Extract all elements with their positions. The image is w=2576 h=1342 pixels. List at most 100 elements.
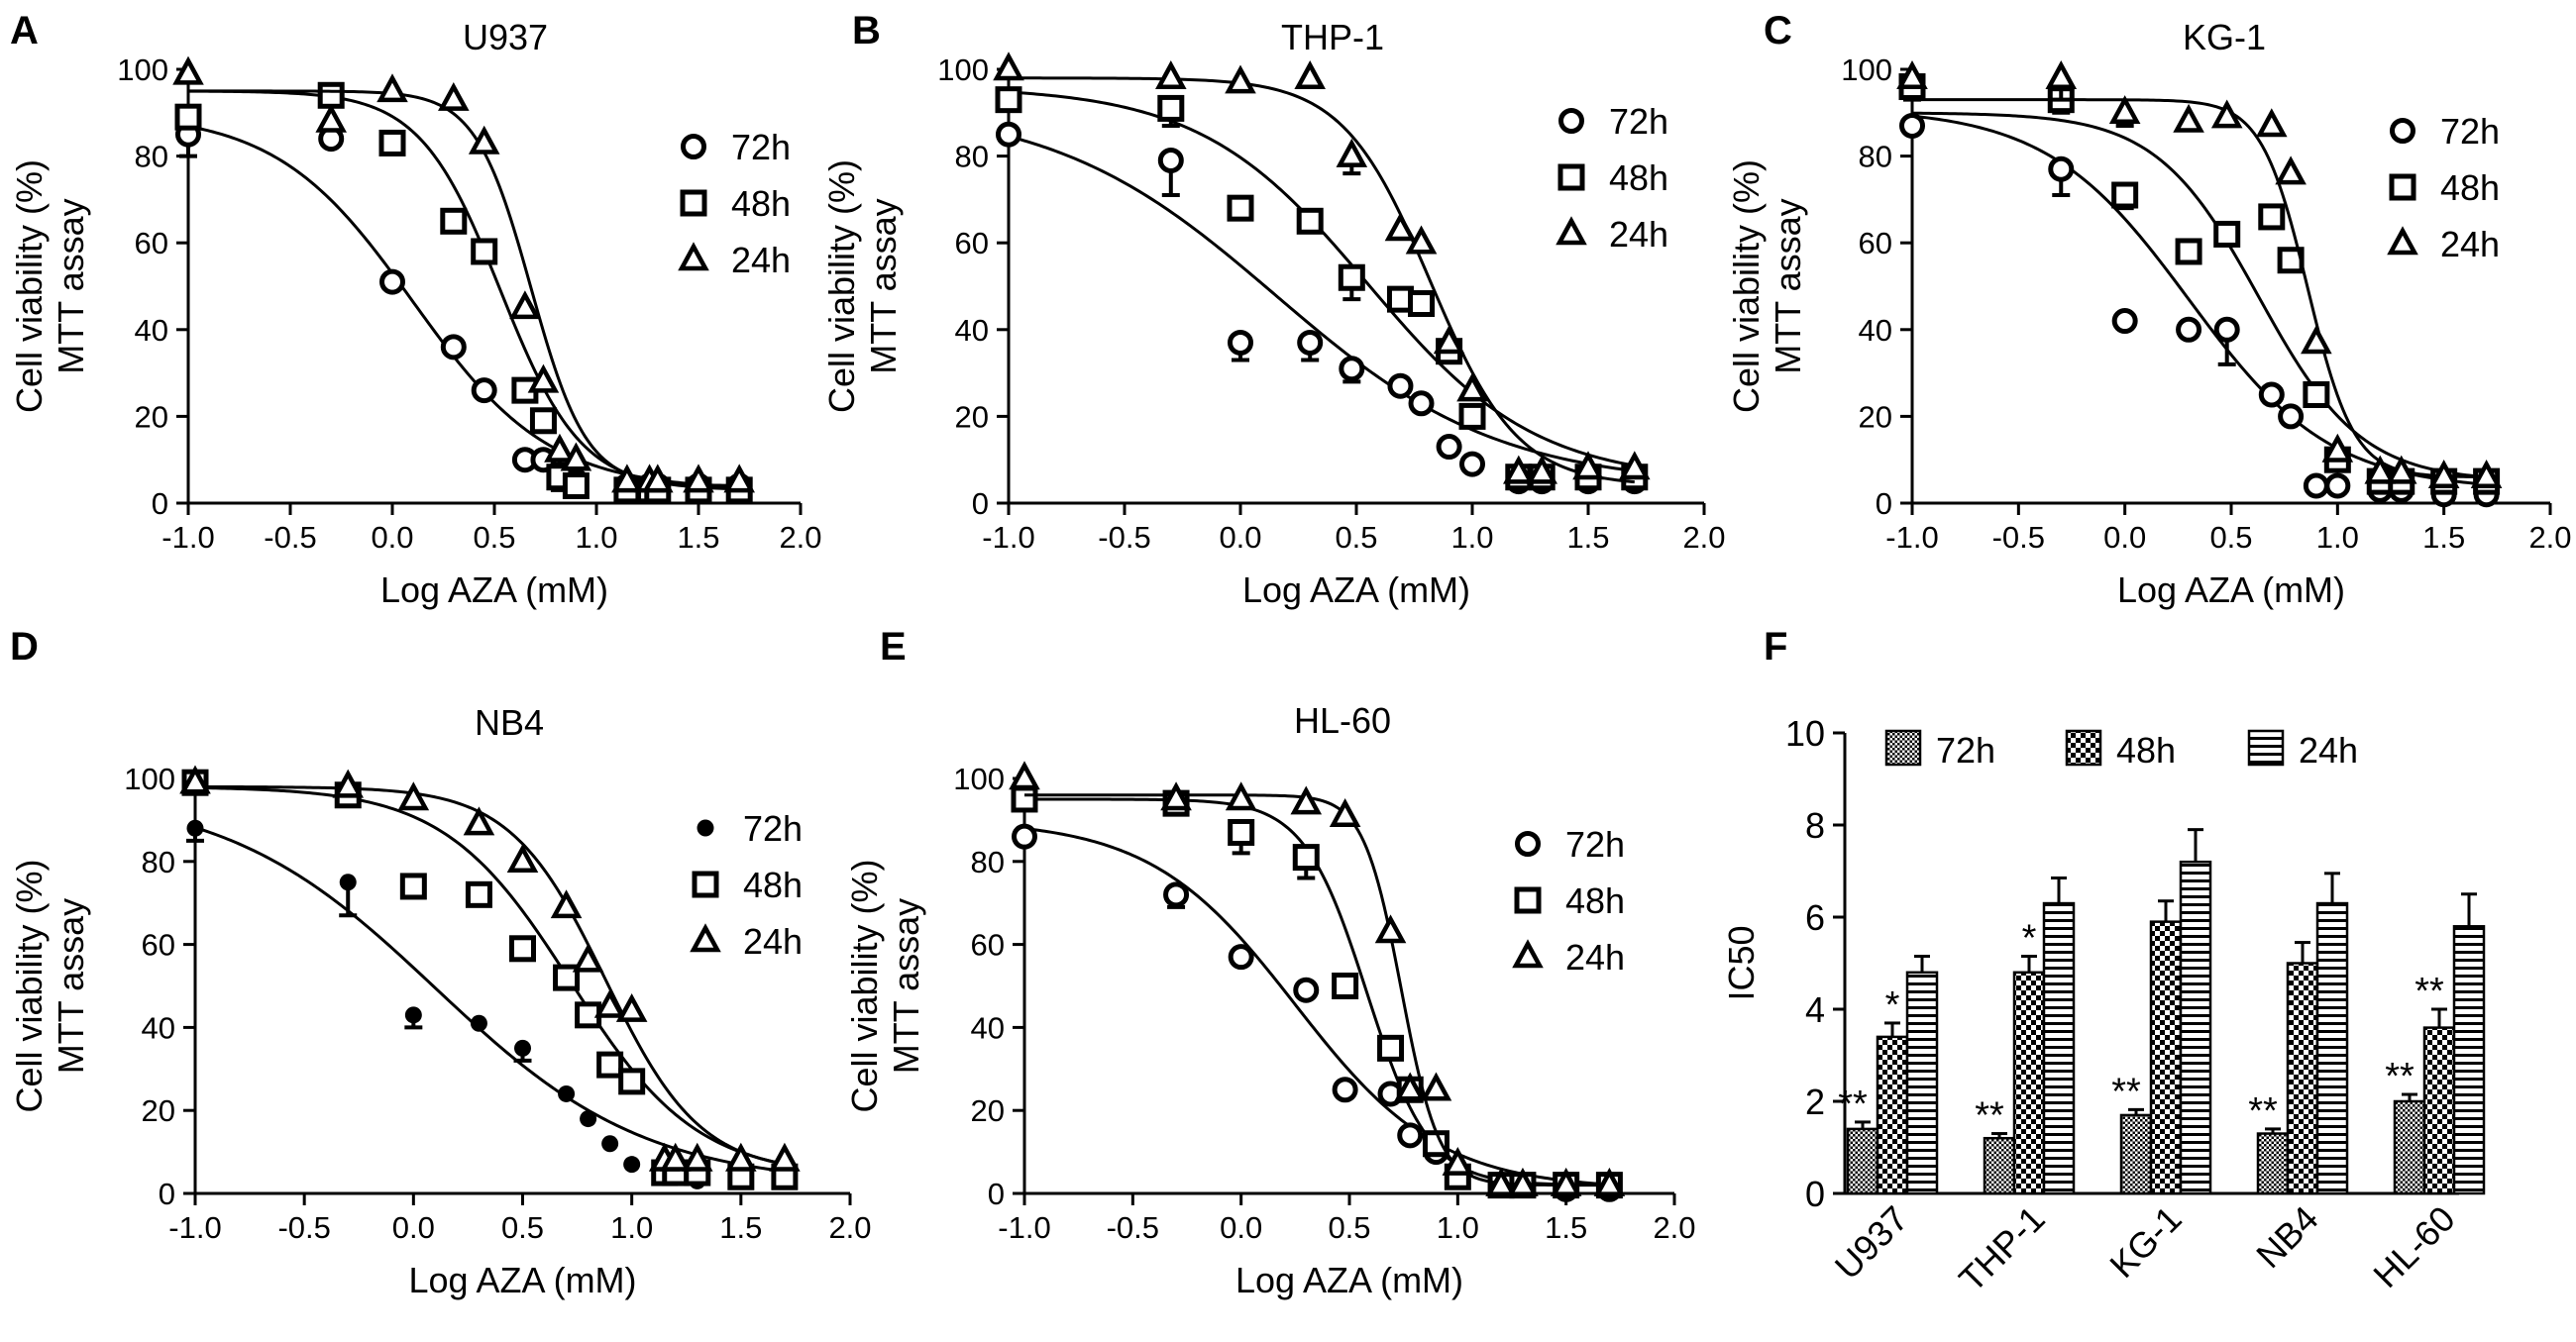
legend-marker-72h bbox=[697, 819, 714, 837]
panel-f-ic50-bar-chart: F0246810IC50***U937***THP-1**KG-1**NB4**… bbox=[1721, 625, 2486, 1299]
data-point-24h bbox=[681, 1142, 713, 1172]
legend-label-48h: 48h bbox=[2116, 730, 2176, 771]
panel-title: KG-1 bbox=[2183, 17, 2266, 57]
x-category-label: KG-1 bbox=[2101, 1198, 2189, 1286]
data-point-24h bbox=[376, 73, 408, 103]
fit-curve-48h bbox=[1008, 90, 1636, 467]
data-point-48h bbox=[1227, 194, 1254, 222]
data-point-24h bbox=[544, 433, 576, 463]
data-point-48h bbox=[1157, 94, 1185, 122]
x-tick-label: -1.0 bbox=[982, 520, 1034, 555]
x-tick-label: 2.0 bbox=[2528, 520, 2571, 555]
data-point-24h bbox=[1290, 785, 1323, 815]
x-tick-label: 1.0 bbox=[1437, 1210, 1479, 1245]
legend-marker-72h bbox=[1558, 108, 1584, 134]
data-point-72h bbox=[471, 377, 497, 404]
data-point-24h bbox=[725, 1142, 757, 1172]
data-point-72h bbox=[1293, 977, 1320, 1003]
data-point-48h bbox=[1377, 1034, 1405, 1062]
bar-group-thp-1: *** bbox=[1975, 876, 2076, 1195]
fit-curve-24h bbox=[1009, 76, 1635, 484]
data-point-72h bbox=[1012, 823, 1037, 850]
data-point-48h bbox=[174, 103, 202, 131]
panel-title: NB4 bbox=[475, 702, 544, 743]
data-point-24h bbox=[993, 52, 1024, 81]
y-tick-label: 60 bbox=[1859, 226, 1892, 260]
legend-label-48h: 48h bbox=[731, 183, 791, 224]
bar-24h bbox=[2179, 860, 2212, 1195]
x-axis-label: Log AZA (mM) bbox=[1242, 569, 1470, 610]
data-point-24h bbox=[572, 943, 604, 973]
x-axis-label: Log AZA (mM) bbox=[2117, 569, 2345, 610]
data-point-72h bbox=[1339, 356, 1365, 382]
data-point-24h bbox=[1456, 372, 1488, 402]
y-tick-label: 0 bbox=[988, 1177, 1005, 1211]
data-point-24h bbox=[2321, 433, 2354, 463]
significance-mark: ** bbox=[2415, 971, 2444, 1012]
series-72h bbox=[1899, 112, 2500, 508]
data-point-72h bbox=[1408, 390, 1435, 417]
data-point-24h bbox=[2255, 108, 2288, 138]
x-tick-label: -1.0 bbox=[1885, 520, 1938, 555]
data-point-72h bbox=[2324, 472, 2351, 499]
data-point-72h bbox=[2213, 316, 2240, 343]
series-72h bbox=[996, 121, 1648, 495]
data-point-24h bbox=[1374, 914, 1407, 944]
data-point-48h bbox=[2213, 220, 2241, 248]
panel-label: A bbox=[10, 9, 39, 52]
bar-group-u937: *** bbox=[1838, 955, 1939, 1195]
data-point-72h bbox=[996, 121, 1021, 148]
y-tick-label: 20 bbox=[135, 399, 168, 434]
x-tick-label: 0.5 bbox=[1335, 520, 1377, 555]
data-point-72h bbox=[1228, 329, 1253, 356]
y-tick-label: 0 bbox=[159, 1177, 175, 1211]
x-tick-label: 0.5 bbox=[2209, 520, 2252, 555]
data-point-48h bbox=[618, 1068, 646, 1095]
legend-label-72h: 72h bbox=[1609, 101, 1668, 142]
bar-72h bbox=[2119, 1113, 2153, 1195]
data-point-48h bbox=[1332, 973, 1359, 999]
data-point-72h bbox=[379, 268, 405, 295]
y-tick-label: 100 bbox=[937, 52, 989, 87]
significance-mark: * bbox=[2022, 918, 2037, 960]
data-point-24h bbox=[1526, 455, 1557, 484]
data-point-24h bbox=[2275, 155, 2307, 185]
x-tick-label: 2.0 bbox=[1682, 520, 1725, 555]
data-point-72h bbox=[514, 1039, 531, 1057]
data-point-24h bbox=[1009, 761, 1040, 790]
legend-marker-48h bbox=[692, 871, 719, 898]
x-tick-label: 0.0 bbox=[2103, 520, 2146, 555]
bar-group-nb4: ** bbox=[2248, 872, 2349, 1195]
y-tick-label: 100 bbox=[953, 762, 1005, 796]
data-point-72h bbox=[339, 874, 357, 891]
data-point-48h bbox=[995, 86, 1022, 114]
data-point-48h bbox=[1408, 290, 1436, 318]
x-category-label: NB4 bbox=[2248, 1198, 2326, 1277]
series-24h bbox=[1896, 60, 2503, 488]
panel-e-hl60-chart: E HL-60 -1.0 -0.5 0.0 0.5 1.0 1.5 2.0 0 20 40 60 80 10… bbox=[844, 625, 1696, 1300]
fit-curve-24h bbox=[1024, 793, 1610, 1187]
x-tick-label: -1.0 bbox=[998, 1210, 1050, 1245]
fit-curve-48h bbox=[187, 89, 740, 491]
data-point-72h bbox=[2111, 308, 2138, 335]
significance-mark: ** bbox=[1838, 1084, 1868, 1125]
data-point-72h bbox=[580, 1110, 597, 1128]
data-point-72h bbox=[2258, 381, 2285, 408]
legend-label-72h: 72h bbox=[2440, 111, 2500, 152]
panel-label: D bbox=[10, 625, 39, 669]
y-axis-label-sub: MTT assay bbox=[51, 898, 91, 1074]
data-point-72h bbox=[2278, 403, 2305, 430]
x-tick-label: 1.5 bbox=[1545, 1210, 1587, 1245]
data-point-48h bbox=[2175, 238, 2202, 265]
legend-label-72h: 72h bbox=[1565, 824, 1625, 865]
y-tick-label: 20 bbox=[1859, 399, 1892, 434]
series-72h bbox=[175, 121, 753, 499]
legend-label-24h: 24h bbox=[743, 921, 803, 962]
y-tick-label: 20 bbox=[142, 1093, 175, 1128]
data-point-24h bbox=[1896, 60, 1928, 90]
legend-label-72h: 72h bbox=[731, 127, 791, 167]
x-tick-label: 0.5 bbox=[501, 1210, 544, 1245]
legend-swatch-48h bbox=[2065, 729, 2102, 767]
data-point-48h bbox=[1011, 785, 1038, 813]
